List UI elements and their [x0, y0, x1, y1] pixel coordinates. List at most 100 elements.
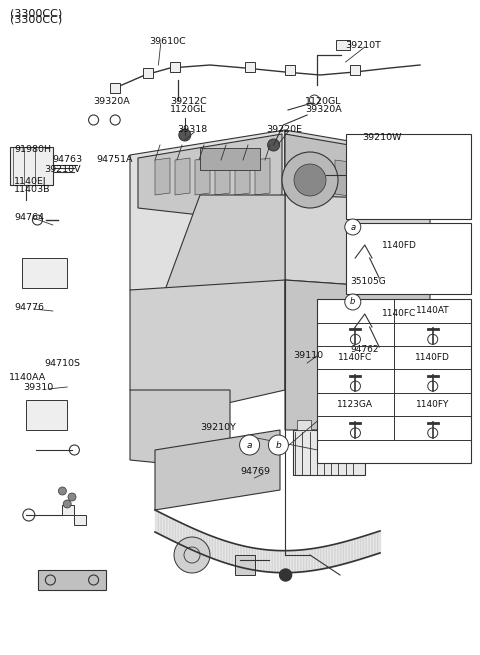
Bar	[336, 40, 350, 50]
Circle shape	[63, 500, 71, 508]
Bar	[293, 430, 365, 475]
Text: 39110: 39110	[293, 350, 323, 360]
Text: 1140AT: 1140AT	[416, 307, 450, 316]
Text: 1140EJ: 1140EJ	[14, 176, 47, 185]
Text: 11403B: 11403B	[14, 185, 51, 193]
Polygon shape	[315, 159, 330, 196]
Polygon shape	[395, 163, 410, 196]
Text: 1140FC: 1140FC	[382, 310, 416, 318]
Text: 39320A: 39320A	[94, 96, 131, 105]
Bar	[170, 62, 180, 72]
Text: 94776: 94776	[14, 303, 44, 312]
Text: 1140FC: 1140FC	[338, 353, 372, 362]
Text: 1120GL: 1120GL	[305, 96, 341, 105]
Polygon shape	[155, 158, 170, 195]
Bar	[343, 420, 357, 430]
Polygon shape	[285, 280, 430, 430]
Bar	[110, 83, 120, 93]
Text: 39210W: 39210W	[362, 134, 402, 143]
Polygon shape	[130, 280, 285, 415]
Text: 35105G: 35105G	[350, 276, 386, 286]
Text: 39210Y: 39210Y	[201, 422, 237, 432]
Circle shape	[267, 139, 279, 151]
Bar	[26, 400, 67, 430]
Bar	[320, 420, 334, 430]
Text: 94763: 94763	[53, 155, 83, 164]
Bar	[143, 68, 153, 78]
Text: 39212C: 39212C	[170, 96, 207, 105]
Text: 39310: 39310	[23, 383, 53, 392]
Bar	[245, 62, 255, 72]
Circle shape	[174, 537, 210, 573]
Bar	[346, 134, 471, 219]
Polygon shape	[335, 160, 350, 196]
Text: 94751A: 94751A	[96, 155, 132, 164]
Text: 1123GA: 1123GA	[337, 400, 373, 409]
Polygon shape	[355, 161, 370, 196]
Polygon shape	[255, 158, 270, 195]
Circle shape	[59, 487, 66, 495]
Circle shape	[179, 129, 191, 141]
Polygon shape	[215, 158, 230, 195]
Bar	[285, 65, 295, 75]
Text: a: a	[247, 441, 252, 449]
Text: 39210T: 39210T	[346, 41, 382, 50]
Text: 39318: 39318	[178, 126, 208, 134]
Polygon shape	[130, 390, 230, 470]
Bar	[200, 148, 260, 170]
Bar	[74, 515, 86, 525]
Text: 94764: 94764	[14, 212, 44, 221]
Polygon shape	[235, 158, 250, 195]
Circle shape	[68, 493, 76, 501]
Polygon shape	[165, 195, 285, 310]
Circle shape	[345, 219, 361, 235]
Polygon shape	[285, 134, 425, 200]
Text: (3300CC): (3300CC)	[10, 14, 62, 24]
Text: 94762: 94762	[350, 345, 379, 354]
Text: 1140FY: 1140FY	[416, 400, 449, 409]
Circle shape	[165, 340, 205, 380]
Circle shape	[294, 164, 326, 196]
Circle shape	[345, 294, 361, 310]
Circle shape	[268, 435, 288, 455]
Circle shape	[282, 152, 338, 208]
Circle shape	[150, 325, 220, 395]
Text: 1140FD: 1140FD	[382, 240, 417, 250]
Text: a: a	[350, 223, 355, 231]
Polygon shape	[155, 430, 280, 510]
Bar	[297, 420, 311, 430]
Text: 94710S: 94710S	[44, 358, 80, 367]
Text: 39610C: 39610C	[149, 37, 186, 47]
Bar	[346, 223, 471, 294]
Circle shape	[350, 340, 410, 400]
Bar	[22, 258, 67, 288]
Circle shape	[240, 435, 260, 455]
Circle shape	[368, 358, 392, 382]
Text: 39320A: 39320A	[305, 105, 342, 115]
Bar	[10, 147, 53, 185]
Polygon shape	[375, 162, 390, 196]
Bar	[62, 505, 74, 515]
Polygon shape	[195, 158, 210, 195]
Circle shape	[335, 325, 425, 415]
Text: 1140AA: 1140AA	[9, 373, 46, 383]
Text: 1120GL: 1120GL	[170, 105, 207, 115]
Polygon shape	[175, 158, 190, 195]
Text: 91980H: 91980H	[14, 145, 51, 155]
Bar	[350, 65, 360, 75]
Text: 1140FD: 1140FD	[415, 353, 450, 362]
Text: b: b	[350, 297, 356, 307]
Polygon shape	[295, 158, 310, 196]
Text: 39220E: 39220E	[266, 126, 302, 134]
Bar	[235, 555, 255, 575]
Polygon shape	[130, 130, 285, 310]
Polygon shape	[38, 570, 106, 590]
Text: b: b	[276, 441, 281, 449]
Text: (3300CC): (3300CC)	[10, 9, 62, 19]
Text: 94769: 94769	[240, 468, 270, 476]
Text: 39210V: 39210V	[44, 164, 81, 174]
Polygon shape	[285, 130, 430, 290]
Circle shape	[279, 569, 291, 581]
Polygon shape	[138, 134, 282, 215]
Bar	[317, 299, 471, 463]
